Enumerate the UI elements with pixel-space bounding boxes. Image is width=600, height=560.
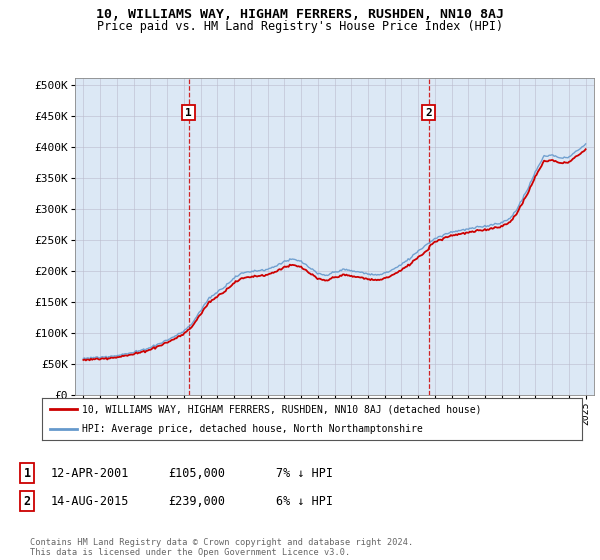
Text: £105,000: £105,000: [168, 466, 225, 480]
Text: 1: 1: [185, 108, 192, 118]
Text: Contains HM Land Registry data © Crown copyright and database right 2024.
This d: Contains HM Land Registry data © Crown c…: [30, 538, 413, 557]
Text: 14-AUG-2015: 14-AUG-2015: [51, 494, 130, 508]
Text: 10, WILLIAMS WAY, HIGHAM FERRERS, RUSHDEN, NN10 8AJ: 10, WILLIAMS WAY, HIGHAM FERRERS, RUSHDE…: [96, 8, 504, 21]
Text: £239,000: £239,000: [168, 494, 225, 508]
Text: 10, WILLIAMS WAY, HIGHAM FERRERS, RUSHDEN, NN10 8AJ (detached house): 10, WILLIAMS WAY, HIGHAM FERRERS, RUSHDE…: [83, 404, 482, 414]
Text: 2: 2: [23, 494, 31, 508]
Text: HPI: Average price, detached house, North Northamptonshire: HPI: Average price, detached house, Nort…: [83, 424, 423, 434]
Text: 1: 1: [23, 466, 31, 480]
Text: 6% ↓ HPI: 6% ↓ HPI: [276, 494, 333, 508]
Text: 2: 2: [425, 108, 432, 118]
Text: Price paid vs. HM Land Registry's House Price Index (HPI): Price paid vs. HM Land Registry's House …: [97, 20, 503, 32]
Text: 7% ↓ HPI: 7% ↓ HPI: [276, 466, 333, 480]
Text: 12-APR-2001: 12-APR-2001: [51, 466, 130, 480]
